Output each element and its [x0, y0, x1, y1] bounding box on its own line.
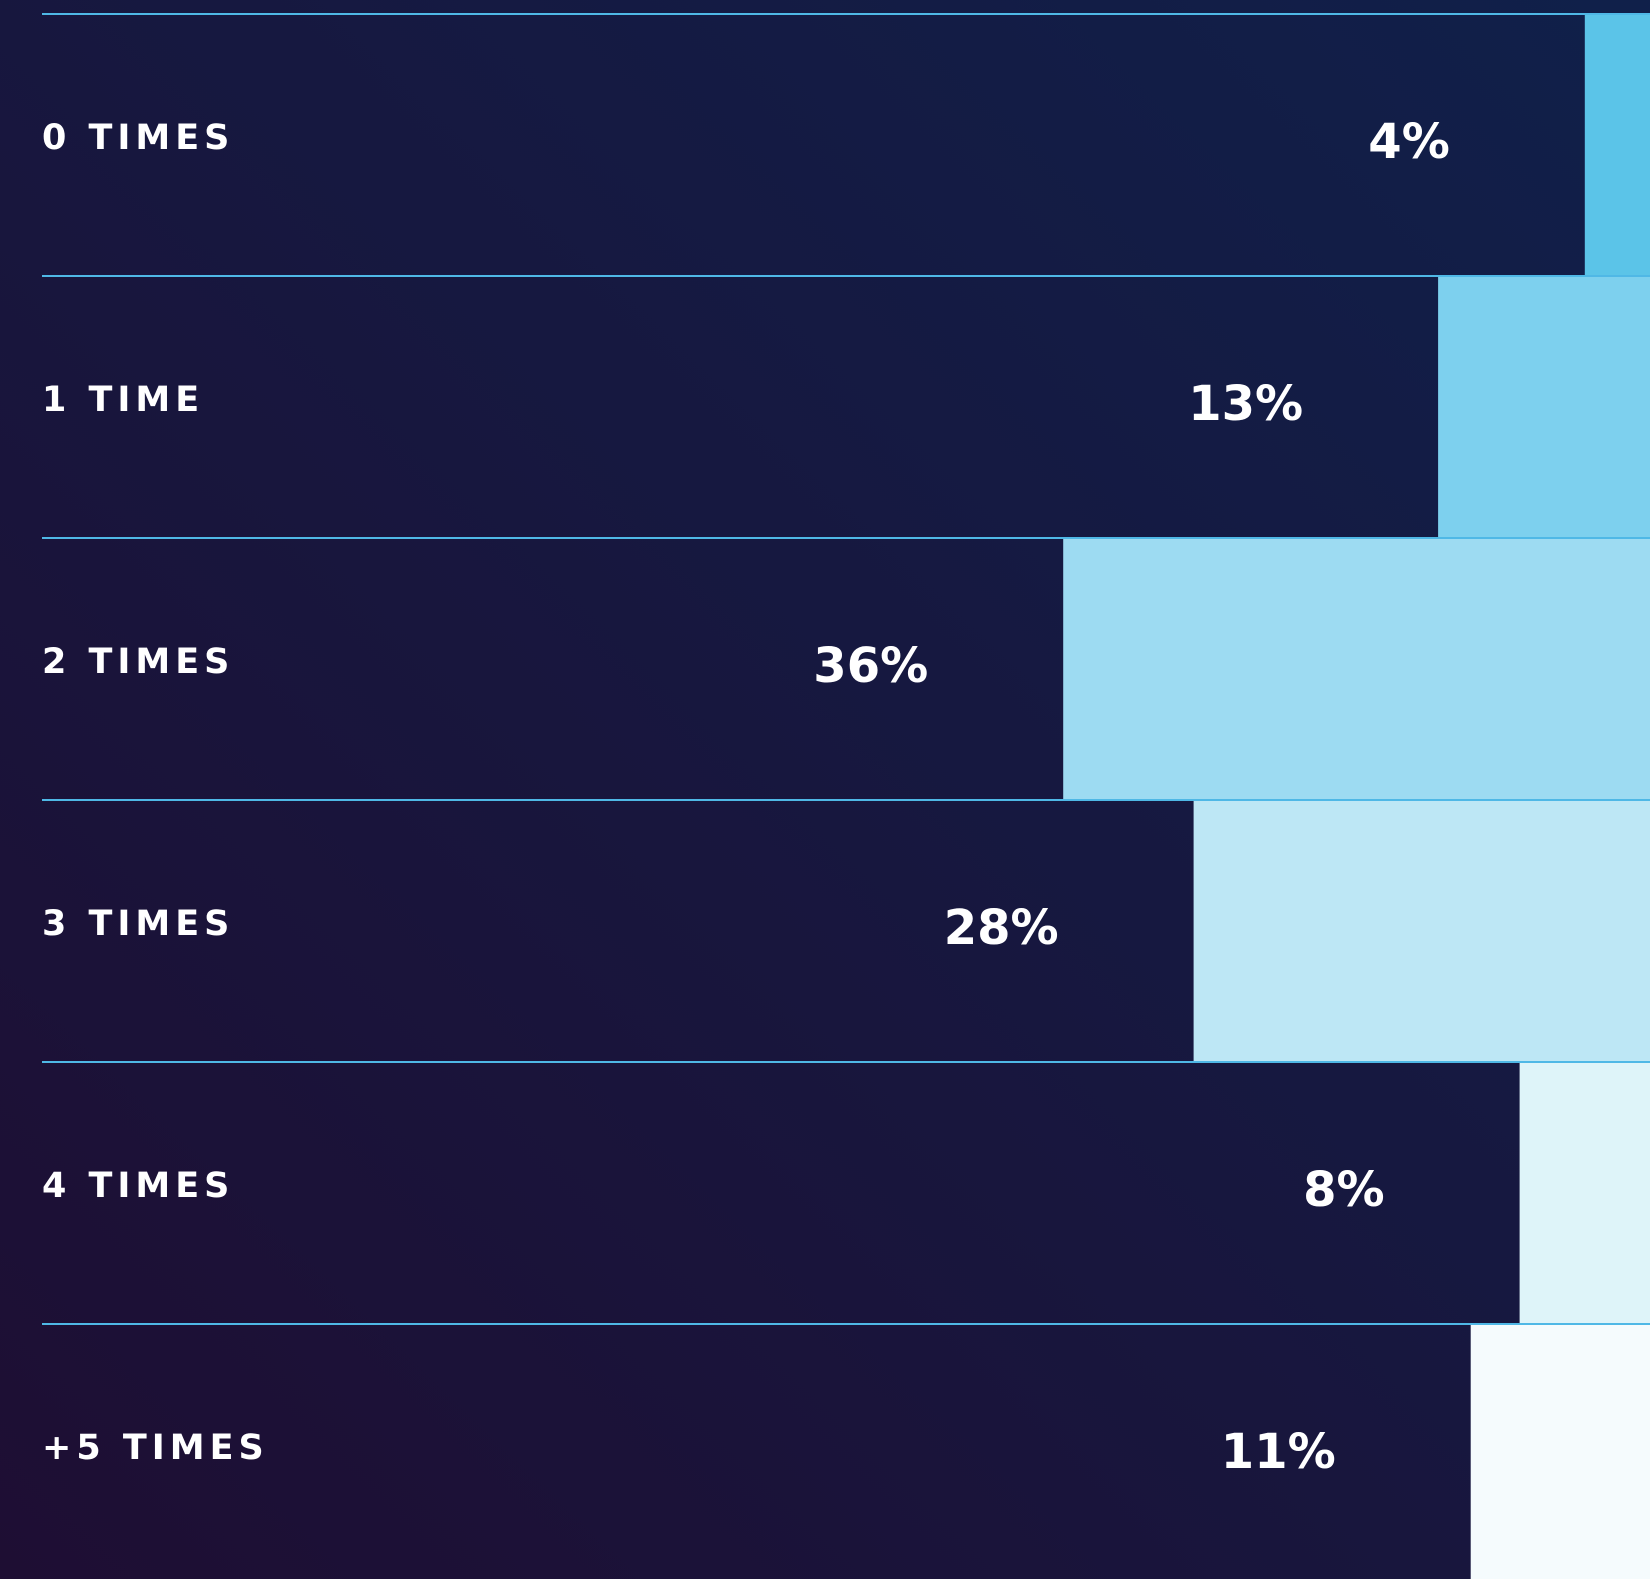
value-label: 13%	[1188, 376, 1303, 432]
value-label: 36%	[813, 638, 928, 694]
category-label: 4 TIMES	[42, 1166, 234, 1206]
value-label: 8%	[1303, 1162, 1385, 1218]
bar	[1470, 1325, 1650, 1579]
bar	[1438, 277, 1650, 538]
bar	[1519, 1063, 1650, 1324]
category-label: 0 TIMES	[42, 118, 234, 158]
category-label: 2 TIMES	[42, 642, 234, 682]
category-label: 1 TIME	[42, 380, 204, 420]
category-label: 3 TIMES	[42, 904, 234, 944]
bar	[1584, 15, 1650, 276]
category-label: +5 TIMES	[42, 1428, 269, 1468]
bar	[1193, 801, 1650, 1062]
value-label: 11%	[1221, 1424, 1336, 1480]
value-label: 28%	[944, 900, 1059, 956]
value-label: 4%	[1368, 114, 1450, 170]
bar	[1063, 539, 1650, 800]
